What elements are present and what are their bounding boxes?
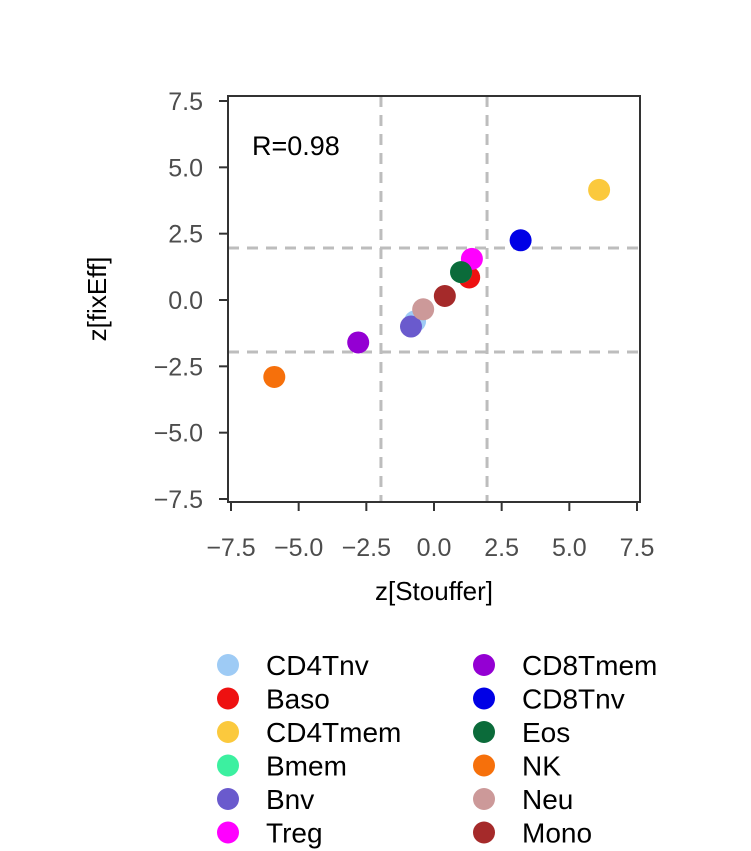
x-tick-label: 2.5 [484, 534, 519, 562]
legend-marker-cd8tnv [473, 687, 495, 710]
data-point-mono [433, 285, 456, 308]
data-point-cd8tnv [509, 229, 532, 252]
legend-label-cd4tnv: CD4Tnv [266, 650, 369, 681]
legend-marker-cd4tnv [217, 654, 239, 676]
y-tick-label: −5.0 [154, 420, 203, 448]
legend-label-neu: Neu [522, 784, 573, 815]
x-tick-label: −7.5 [206, 534, 255, 562]
data-point-nk [263, 365, 286, 388]
legend-label-treg: Treg [266, 818, 323, 849]
y-tick-label: 0.0 [168, 287, 203, 315]
legend-label-bmem: Bmem [266, 751, 347, 782]
data-points [263, 178, 611, 388]
legend-marker-eos [473, 721, 495, 743]
x-axis: −7.5 −5.0 −2.5 0.0 2.5 5.0 7.5 [206, 502, 654, 562]
data-point-eos [450, 261, 473, 284]
data-point-cd4tmem [588, 178, 611, 201]
y-axis-title: z[fixEff] [82, 257, 112, 342]
y-tick-label: 2.5 [168, 221, 203, 249]
y-tick-label: 7.5 [168, 88, 203, 116]
legend-marker-treg [217, 821, 239, 844]
data-point-neu [412, 298, 435, 321]
legend-marker-neu [473, 788, 495, 810]
legend-marker-baso [217, 687, 239, 710]
data-point-bnv [399, 315, 422, 338]
legend-marker-cd4tmem [217, 721, 239, 743]
reference-lines [228, 96, 640, 502]
legend-label-cd8tnv: CD8Tnv [522, 684, 625, 715]
legend-label-nk: NK [522, 751, 561, 782]
correlation-annotation: R=0.98 [252, 131, 340, 161]
y-axis: −7.5 −5.0 −2.5 0.0 2.5 5.0 7.5 [154, 88, 228, 514]
legend-label-mono: Mono [522, 818, 592, 849]
x-tick-label: 0.0 [417, 534, 452, 562]
y-tick-label: −2.5 [154, 353, 203, 381]
legend-marker-bmem [217, 754, 239, 777]
legend-label-bnv: Bnv [266, 784, 314, 815]
legend-label-cd8tmem: CD8Tmem [522, 650, 657, 681]
legend-label-eos: Eos [522, 717, 570, 748]
legend-marker-cd8tmem [473, 654, 495, 676]
x-axis-title: z[Stouffer] [375, 576, 493, 606]
legend-marker-nk [473, 754, 495, 777]
legend-label-baso: Baso [266, 684, 330, 715]
legend-marker-mono [473, 821, 495, 844]
legend-label-cd4tmem: CD4Tmem [266, 717, 401, 748]
y-tick-label: −7.5 [154, 486, 203, 514]
x-tick-label: 7.5 [620, 534, 655, 562]
data-point-cd8tmem [347, 331, 370, 354]
x-tick-label: −5.0 [274, 534, 323, 562]
y-tick-label: 5.0 [168, 154, 203, 182]
x-tick-label: −2.5 [342, 534, 391, 562]
legend-marker-bnv [217, 788, 239, 810]
x-tick-label: 5.0 [552, 534, 587, 562]
